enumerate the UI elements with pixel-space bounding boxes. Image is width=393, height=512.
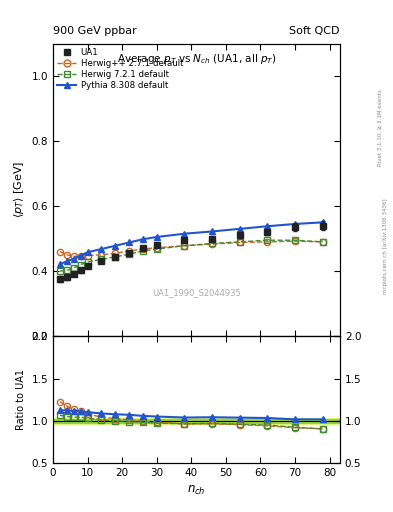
X-axis label: $n_{ch}$: $n_{ch}$: [187, 484, 206, 497]
Y-axis label: $\langle p_T\rangle$ [GeV]: $\langle p_T\rangle$ [GeV]: [12, 161, 26, 219]
Text: mcplots.cern.ch [arXiv:1306.3436]: mcplots.cern.ch [arXiv:1306.3436]: [383, 198, 387, 293]
Text: 900 GeV ppbar: 900 GeV ppbar: [53, 26, 137, 36]
Y-axis label: Ratio to UA1: Ratio to UA1: [16, 369, 26, 430]
Text: Soft QCD: Soft QCD: [290, 26, 340, 36]
Text: UA1_1990_S2044935: UA1_1990_S2044935: [152, 288, 241, 297]
Text: Rivet 3.1.10, ≥ 3.1M events: Rivet 3.1.10, ≥ 3.1M events: [378, 90, 383, 166]
Bar: [53, 418, 340, 424]
Legend: UA1, Herwig++ 2.7.1 default, Herwig 7.2.1 default, Pythia 8.308 default: UA1, Herwig++ 2.7.1 default, Herwig 7.2.…: [56, 46, 185, 92]
Bar: [53, 419, 340, 422]
Text: Average $p_T$ vs $N_{ch}$ (UA1, all $p_T$): Average $p_T$ vs $N_{ch}$ (UA1, all $p_T…: [117, 52, 276, 66]
